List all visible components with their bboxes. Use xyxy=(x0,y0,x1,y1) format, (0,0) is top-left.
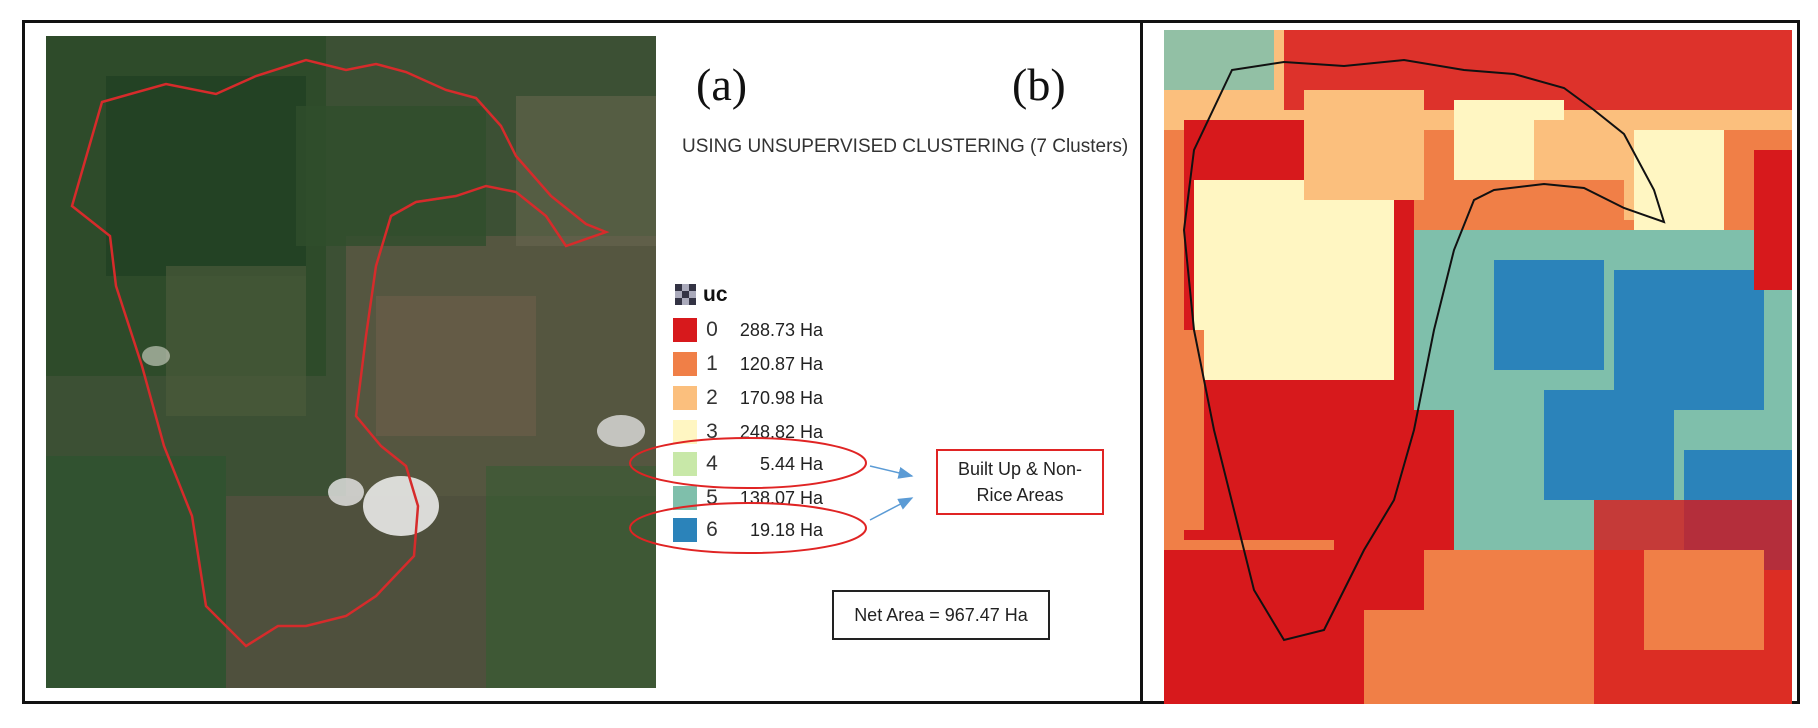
legend-swatch xyxy=(673,318,697,342)
highlight-ellipse-class-4 xyxy=(629,437,867,489)
note-line-1: Built Up & Non- xyxy=(957,459,1083,479)
legend-item-2: 2 170.98 Ha xyxy=(673,384,823,412)
legend-area: 5.44 Ha xyxy=(759,453,823,474)
legend-class: 3 xyxy=(706,420,718,443)
built-up-note: Built Up & Non- Rice Areas xyxy=(936,449,1104,515)
legend-area: 170.98 Ha xyxy=(739,387,823,408)
figure-frame xyxy=(22,20,1800,704)
legend-swatch xyxy=(673,518,697,542)
panel-a-label: (a) xyxy=(696,59,748,110)
note-line-2: Rice Areas xyxy=(976,485,1064,505)
legend-item-6: 6 19.18 Ha xyxy=(673,516,823,544)
legend-item-1: 1 120.87 Ha xyxy=(673,350,823,378)
legend-item-0: 0 288.73 Ha xyxy=(673,316,823,344)
highlight-ellipse-class-6 xyxy=(629,502,867,554)
legend-swatch xyxy=(673,386,697,410)
legend-class: 1 xyxy=(706,352,718,375)
inner-boundary-line xyxy=(375,195,457,267)
raster-layer-icon xyxy=(675,284,696,305)
legend-class: 5 xyxy=(706,486,718,509)
legend-area: 19.18 Ha xyxy=(749,519,823,540)
legend-swatch xyxy=(673,452,697,476)
panel-b-label: (b) xyxy=(1012,59,1066,110)
legend-area: 120.87 Ha xyxy=(739,353,823,374)
legend-item-4: 4 5.44 Ha xyxy=(673,450,823,478)
classified-map xyxy=(1164,30,1792,704)
legend-swatch xyxy=(673,352,697,376)
panel-divider xyxy=(1140,20,1143,704)
net-area-box: Net Area = 967.47 Ha xyxy=(832,590,1050,640)
legend-title: uc xyxy=(703,283,728,306)
legend-class: 6 xyxy=(706,518,718,541)
arrow-to-note-2 xyxy=(869,497,914,521)
legend-header: uc xyxy=(675,283,728,307)
study-area-boundary xyxy=(1182,58,1666,642)
legend-item-3: 3 248.82 Ha xyxy=(673,418,823,446)
legend-area: 248.82 Ha xyxy=(739,421,823,442)
legend-class: 4 xyxy=(706,452,718,475)
legend-area: 288.73 Ha xyxy=(739,319,823,340)
legend-class: 2 xyxy=(706,386,718,409)
figure-heading: USING UNSUPERVISED CLUSTERING (7 Cluster… xyxy=(682,136,1129,157)
legend-class: 0 xyxy=(706,318,718,341)
arrow-to-note-1 xyxy=(869,465,914,479)
satellite-image xyxy=(46,36,656,688)
